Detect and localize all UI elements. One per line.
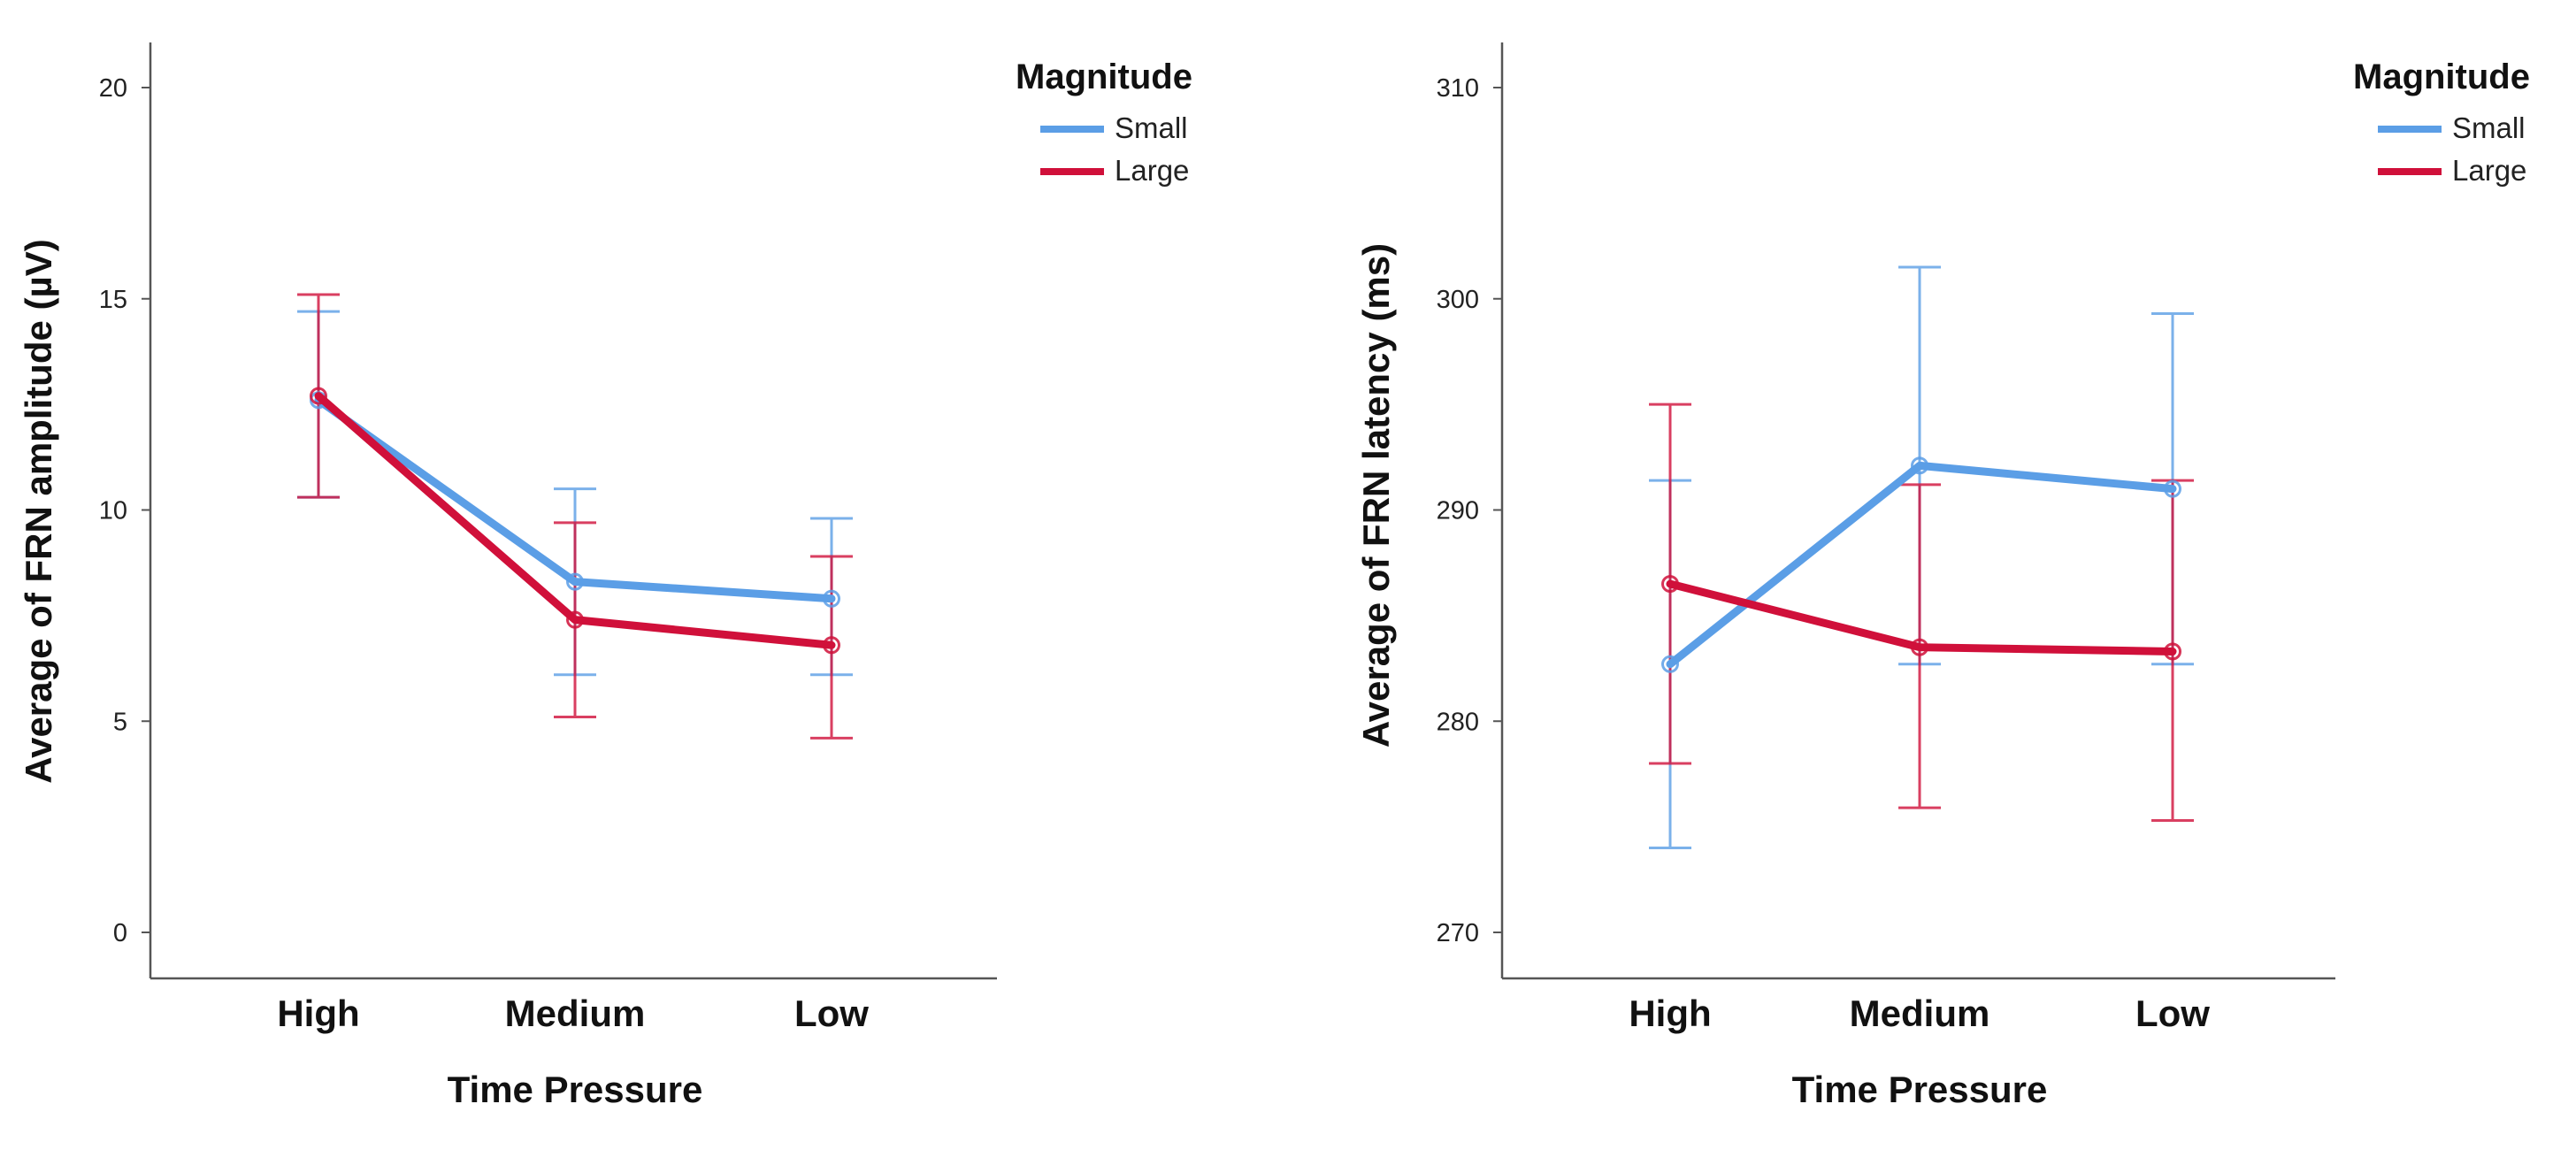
legend-label-large: Large (1115, 154, 1189, 187)
x-axis-title: Time Pressure (448, 1069, 703, 1110)
y-tick-label: 280 (1437, 708, 1479, 736)
x-tick-label: Medium (505, 993, 646, 1034)
data-point-small (2164, 479, 2181, 498)
y-tick-label: 290 (1437, 497, 1479, 525)
legend-label-small: Small (1115, 111, 1188, 144)
series-line-small (1666, 461, 2177, 669)
chart-panel-1: 0 5 10 15 20 High Medium Low Time Pressure Averag… (18, 42, 1192, 1110)
data-point-small (1911, 456, 1928, 475)
data-point-large (566, 610, 584, 629)
data-point-large (1661, 575, 1679, 594)
data-point-small (1661, 655, 1679, 673)
series-line-small (314, 395, 836, 603)
y-tick-label: 300 (1437, 286, 1479, 314)
legend: Magnitude Small Large (2353, 58, 2530, 187)
x-tick-label: High (1629, 993, 1711, 1034)
y-tick-label: 15 (99, 286, 127, 314)
data-point-large (310, 387, 327, 405)
x-axis-title: Time Pressure (1792, 1069, 2048, 1110)
x-tick-label: Low (794, 993, 869, 1034)
data-point-large (2164, 642, 2181, 661)
error-bars-small (1649, 265, 2194, 849)
y-axis-title: Average of FRN latency (ms) (1355, 243, 1397, 748)
y-tick-label: 310 (1437, 74, 1479, 103)
y-tick-label: 270 (1437, 919, 1479, 947)
data-point-small (566, 572, 584, 591)
legend-title: Magnitude (1016, 58, 1192, 96)
legend-title: Magnitude (2353, 58, 2530, 96)
x-tick-label: Low (2135, 993, 2210, 1034)
series-line-large (314, 392, 836, 649)
legend-label-small: Small (2452, 111, 2526, 144)
data-point-large (1911, 638, 1928, 656)
y-tick-label: 10 (99, 497, 127, 525)
chart-panel-2: 270 280 290 300 310 High Medium Low Time Pressur… (1355, 42, 2530, 1110)
legend: Magnitude Small Large (1016, 58, 1192, 187)
y-tick-label: 5 (113, 708, 127, 736)
x-tick-label: Medium (1850, 993, 1990, 1034)
y-tick-label: 0 (113, 919, 127, 947)
y-axis-title: Average of FRN amplitude (µV) (18, 239, 59, 783)
series-line-large (1666, 579, 2177, 656)
x-tick-label: High (277, 993, 359, 1034)
y-tick-label: 20 (99, 74, 127, 103)
data-point-large (823, 636, 840, 655)
legend-label-large: Large (2452, 154, 2526, 187)
data-point-small (823, 589, 840, 608)
